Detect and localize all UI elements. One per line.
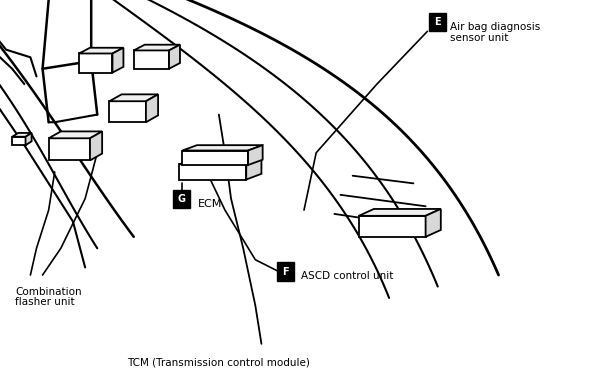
Polygon shape [109, 101, 146, 122]
Polygon shape [182, 145, 263, 151]
Polygon shape [169, 45, 180, 69]
Polygon shape [359, 209, 441, 216]
Polygon shape [146, 94, 158, 122]
Text: Combination: Combination [15, 287, 82, 297]
Polygon shape [109, 94, 158, 101]
Polygon shape [426, 209, 441, 237]
Polygon shape [134, 45, 180, 50]
Polygon shape [12, 133, 32, 137]
Text: G: G [178, 194, 186, 204]
Bar [429, 13, 446, 31]
Polygon shape [359, 216, 426, 237]
Polygon shape [79, 48, 123, 53]
Polygon shape [49, 131, 102, 138]
Text: sensor unit: sensor unit [450, 33, 508, 43]
Polygon shape [12, 137, 26, 145]
Text: E: E [434, 17, 440, 27]
Text: TCM (Transmission control module): TCM (Transmission control module) [128, 357, 310, 367]
Text: ASCD control unit: ASCD control unit [301, 271, 393, 281]
Bar [277, 262, 294, 281]
Polygon shape [90, 131, 102, 160]
Polygon shape [26, 133, 32, 145]
Text: F: F [282, 267, 288, 277]
Polygon shape [182, 151, 248, 165]
Polygon shape [179, 159, 261, 164]
Polygon shape [134, 50, 169, 69]
Polygon shape [248, 145, 263, 165]
Text: Air bag diagnosis: Air bag diagnosis [450, 22, 540, 32]
Polygon shape [179, 164, 246, 180]
Polygon shape [79, 53, 112, 73]
Text: flasher unit: flasher unit [15, 297, 75, 307]
Polygon shape [246, 159, 261, 180]
Polygon shape [49, 138, 90, 160]
Bar [173, 190, 190, 208]
Text: ECM: ECM [198, 199, 222, 209]
Polygon shape [112, 48, 123, 73]
